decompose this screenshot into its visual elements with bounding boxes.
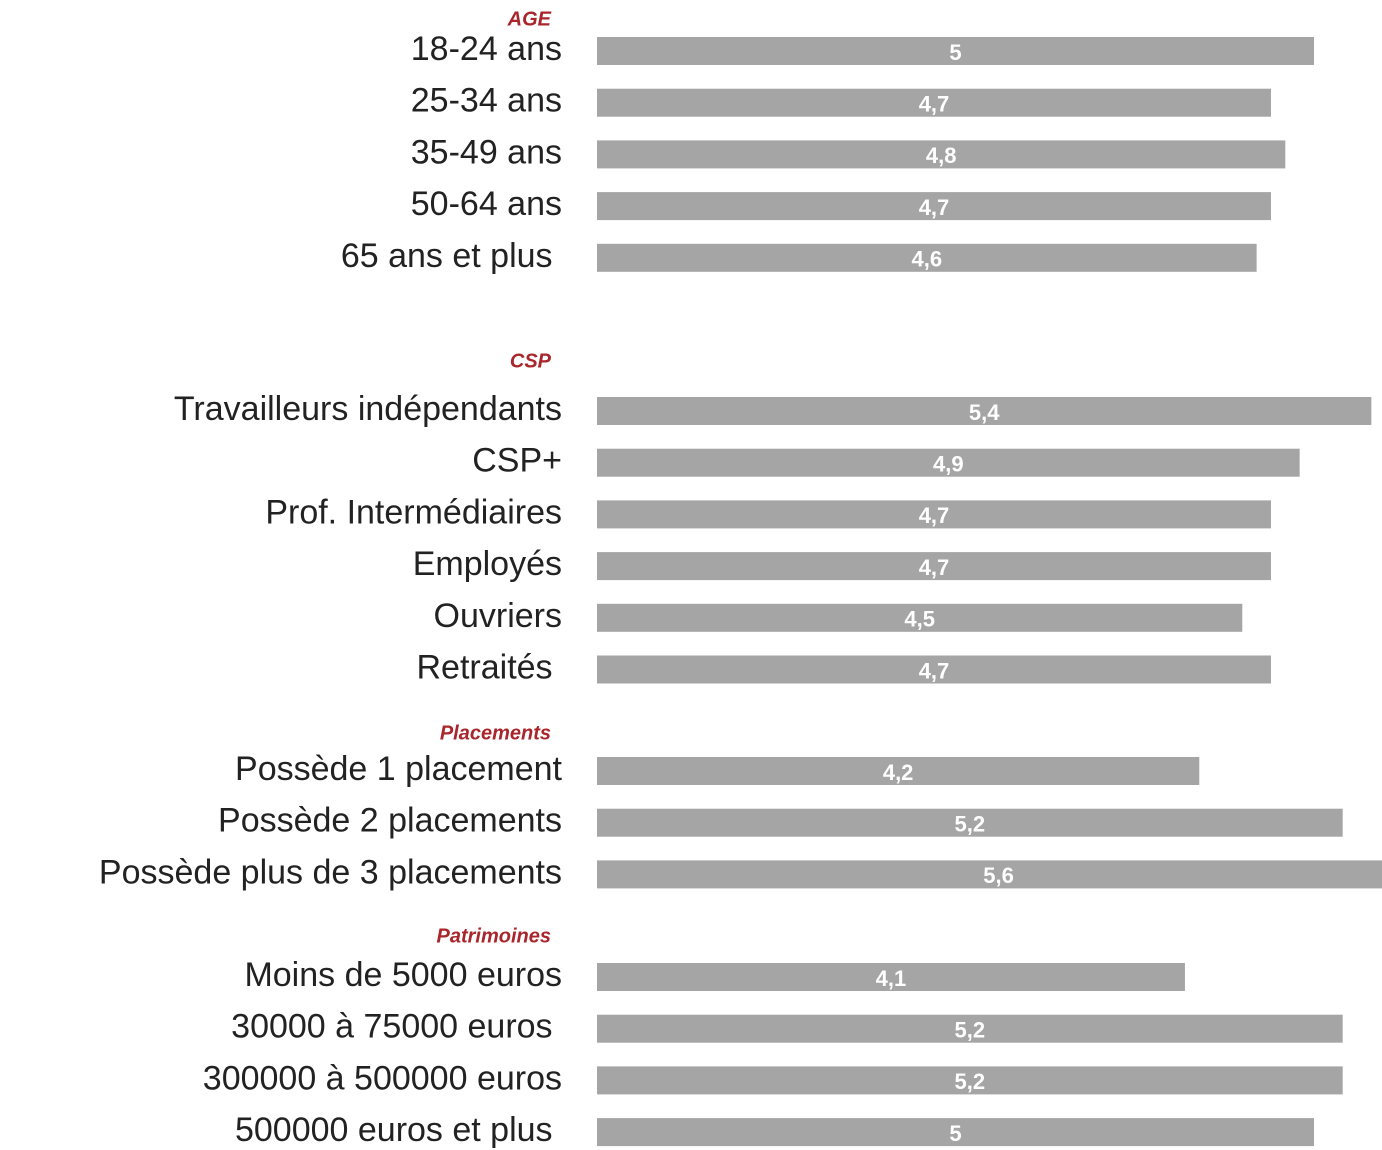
value-label: 4,7 — [919, 92, 950, 117]
group-heading: AGE — [507, 8, 552, 30]
bar — [597, 1066, 1343, 1095]
category-label: Moins de 5000 euros — [244, 956, 562, 994]
category-label: 30000 à 75000 euros — [231, 1008, 562, 1046]
value-label: 4,1 — [876, 966, 907, 991]
value-label: 4,7 — [919, 658, 950, 683]
category-label: 25-34 ans — [411, 82, 562, 120]
category-label: 300000 à 500000 euros — [203, 1059, 562, 1097]
bar — [597, 757, 1200, 785]
value-label: 5,6 — [983, 863, 1014, 888]
category-label: Employés — [413, 545, 562, 583]
value-label: 4,8 — [926, 143, 957, 168]
category-label: Prof. Intermédiaires — [265, 493, 562, 531]
bar — [597, 37, 1314, 65]
group-heading: Patrimoines — [437, 925, 551, 947]
category-label: CSP+ — [472, 442, 562, 480]
value-label: 4,7 — [919, 195, 950, 220]
group-heading: Placements — [440, 722, 551, 744]
category-label: 500000 euros et plus — [235, 1111, 562, 1149]
category-label: Travailleurs indépendants — [174, 390, 562, 428]
category-label: Ouvriers — [434, 597, 562, 635]
bar — [597, 1118, 1314, 1147]
bar — [597, 88, 1271, 117]
category-label: 50-64 ans — [411, 185, 562, 223]
value-label: 5,4 — [969, 400, 1000, 425]
bar — [597, 963, 1185, 991]
value-label: 5,2 — [955, 1069, 986, 1094]
bar — [597, 500, 1271, 529]
bar — [597, 140, 1286, 169]
group-heading: CSP — [510, 350, 552, 372]
category-label: Possède plus de 3 placements — [99, 853, 562, 891]
bar — [597, 192, 1271, 221]
value-label: 5 — [949, 40, 961, 65]
bar — [597, 552, 1271, 581]
value-label: 5,2 — [955, 812, 986, 837]
bar — [597, 397, 1372, 425]
value-label: 5 — [949, 1121, 961, 1146]
category-label: 18-24 ans — [411, 30, 562, 68]
category-label: 65 ans et plus — [341, 237, 562, 275]
value-label: 4,7 — [919, 503, 950, 528]
bar — [597, 655, 1271, 684]
category-label: Retraités — [417, 648, 563, 686]
bar — [597, 808, 1343, 837]
value-label: 4,7 — [919, 555, 950, 580]
value-label: 4,5 — [904, 607, 935, 632]
category-label: 35-49 ans — [411, 133, 562, 171]
bar — [597, 860, 1382, 889]
value-label: 4,6 — [912, 247, 943, 272]
bar — [597, 603, 1243, 632]
value-label: 4,2 — [883, 760, 914, 785]
category-label: Possède 2 placements — [218, 802, 562, 840]
bar — [597, 448, 1300, 477]
value-label: 5,2 — [955, 1018, 986, 1043]
bar — [597, 1014, 1343, 1043]
value-label: 4,9 — [933, 452, 964, 477]
category-label: Possède 1 placement — [235, 750, 563, 788]
bar — [597, 243, 1257, 272]
